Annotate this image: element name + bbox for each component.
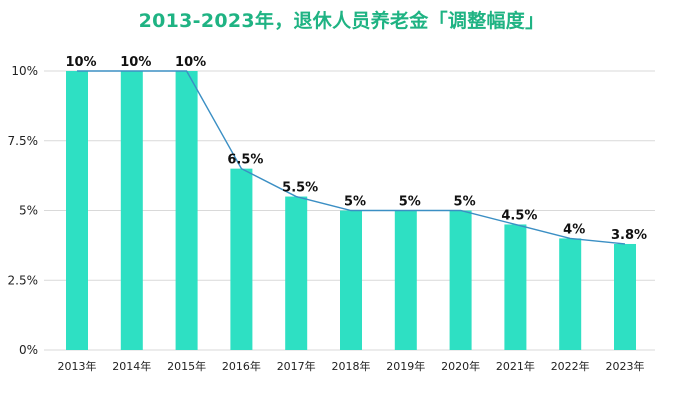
x-tick-label: 2017年 — [277, 359, 316, 373]
data-label: 6.5% — [227, 153, 263, 168]
bar — [340, 210, 362, 350]
data-label: 10% — [175, 55, 206, 70]
x-tick-label: 2016年 — [222, 359, 261, 373]
data-label: 4.5% — [501, 208, 537, 223]
chart-title: 2013-2023年，退休人员养老金「调整幅度」 — [138, 10, 545, 32]
bar — [504, 224, 527, 350]
y-tick-label: 2.5% — [8, 273, 39, 287]
x-tick-label: 2021年 — [496, 359, 535, 373]
x-tick-label: 2018年 — [332, 359, 371, 373]
bar — [175, 71, 198, 350]
trend-line — [77, 70, 626, 245]
data-labels: 10% 10% 10% 6.5% 5.5% 5% 5% 5% 4.5% 4% 3.8% — [65, 55, 647, 243]
data-label: 5% — [344, 195, 366, 210]
y-tick-label: 10% — [11, 64, 38, 78]
y-axis-ticks: 0% 2.5% 5% 7.5% 10% — [8, 64, 39, 357]
x-tick-label: 2019年 — [386, 359, 425, 373]
data-label: 4% — [563, 222, 585, 237]
data-label: 5.5% — [282, 181, 318, 196]
bar — [120, 71, 143, 350]
bars — [66, 71, 636, 350]
x-tick-label: 2015年 — [167, 359, 206, 373]
bar — [449, 210, 472, 350]
y-tick-label: 0% — [19, 343, 38, 357]
bar — [285, 196, 308, 350]
data-label: 3.8% — [611, 228, 647, 243]
trend-line-path — [77, 70, 626, 245]
bar — [614, 243, 636, 350]
x-tick-label: 2013年 — [58, 359, 97, 373]
x-tick-label: 2022年 — [551, 359, 590, 373]
bar — [559, 238, 582, 350]
data-label: 10% — [120, 55, 151, 70]
x-tick-label: 2020年 — [441, 359, 480, 373]
bar — [66, 71, 88, 350]
bar — [394, 210, 417, 350]
bar — [230, 168, 253, 350]
y-tick-label: 5% — [19, 204, 38, 218]
data-label: 5% — [399, 195, 421, 210]
y-tick-label: 7.5% — [8, 134, 39, 148]
data-label: 10% — [65, 55, 96, 70]
data-label: 5% — [454, 195, 476, 210]
x-tick-label: 2023年 — [606, 359, 645, 373]
x-tick-label: 2014年 — [112, 359, 151, 373]
x-axis-ticks: 2013年 2014年 2015年 2016年 2017年 2018年 2019年 2020年… — [58, 359, 645, 373]
